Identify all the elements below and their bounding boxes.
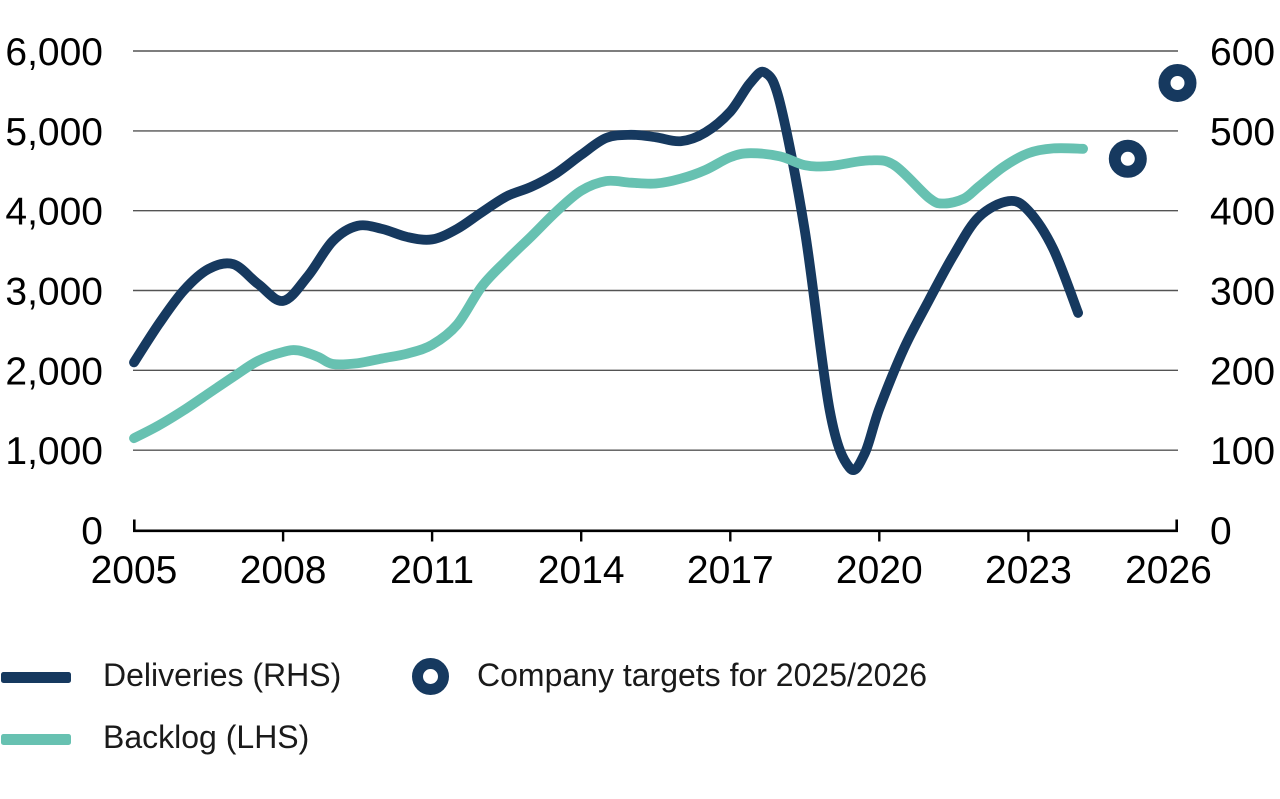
y-axis-label-right: 400	[1210, 191, 1275, 234]
target-marker-2025	[1108, 139, 1147, 178]
x-axis-label: 2023	[985, 549, 1072, 592]
legend-swatch-deliveries-line	[1, 672, 71, 683]
y-axis-label-left: 6,000	[5, 31, 103, 74]
legend-label-backlog: Backlog (LHS)	[103, 719, 310, 755]
x-axis-label: 2020	[836, 549, 923, 592]
target-marker-2026	[1158, 64, 1197, 102]
x-axis-label: 2026	[1125, 549, 1212, 592]
x-axis-label: 2014	[538, 549, 625, 592]
x-axis-label: 2011	[390, 549, 474, 592]
legend-swatch-targets-ring-icon	[412, 658, 449, 695]
y-axis-label-right: 200	[1210, 350, 1275, 393]
y-axis-label-left: 5,000	[5, 111, 103, 154]
backlog-line	[129, 143, 1088, 444]
y-axis-label-left: 2,000	[5, 350, 103, 393]
y-axis-label-right: 0	[1210, 510, 1232, 553]
y-axis-label-right: 600	[1210, 31, 1275, 74]
y-axis-label-left: 3,000	[5, 271, 103, 314]
legend-label-company-targets: Company targets for 2025/2026	[477, 657, 928, 693]
y-axis-label-left: 4,000	[5, 191, 103, 234]
x-axis-label: 2008	[240, 549, 327, 592]
x-axis-label: 2005	[91, 549, 178, 592]
y-axis-label-right: 100	[1210, 430, 1275, 473]
y-axis-label-left: 1,000	[5, 430, 103, 473]
legend-label-deliveries: Deliveries (RHS)	[103, 657, 342, 693]
y-axis-label-right: 300	[1210, 271, 1275, 314]
deliveries-line	[129, 66, 1083, 475]
y-axis-label-right: 500	[1210, 111, 1275, 154]
dual-axis-line-chart: 0 1,000 2,000 3,000 4,000 5,000 6,000 0 100 200 30…	[5, 31, 1275, 592]
legend-swatch-backlog-line	[1, 734, 71, 745]
x-axis-label: 2017	[687, 549, 774, 592]
y-axis-label-left: 0	[81, 510, 103, 553]
